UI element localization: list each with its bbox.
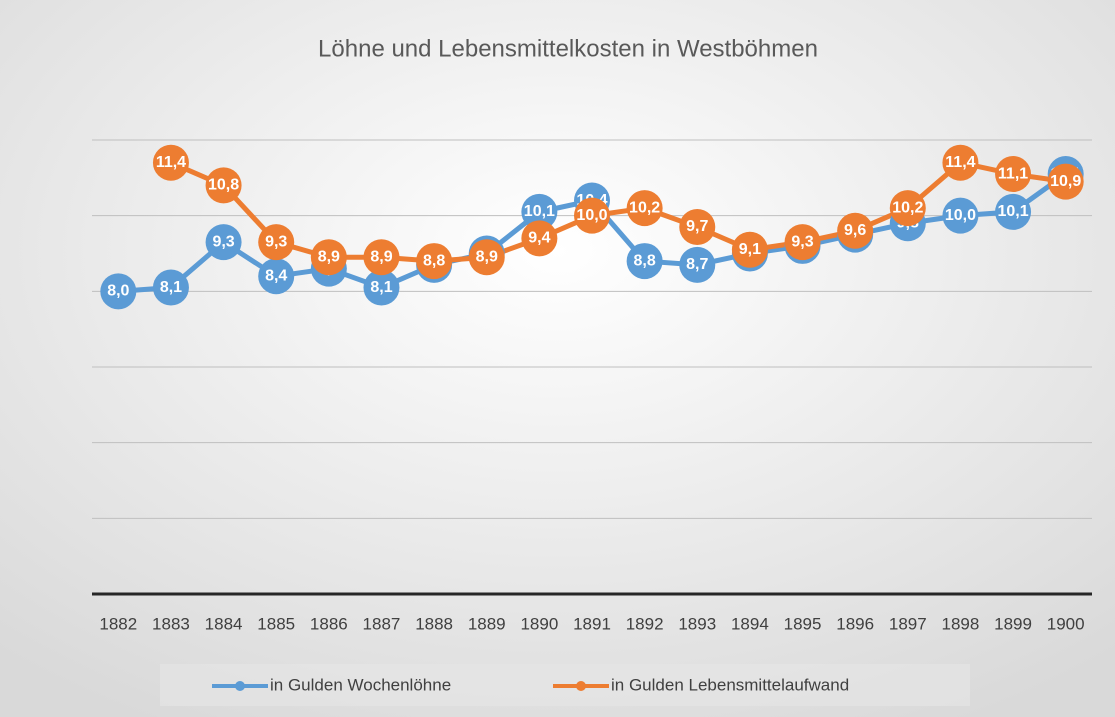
data-label: 8,1 (160, 279, 182, 296)
data-point (679, 246, 716, 283)
data-label: 10,0 (945, 207, 976, 224)
data-point (837, 212, 874, 249)
x-tick-label: 1885 (257, 614, 295, 633)
data-label: 10,1 (524, 203, 555, 220)
data-label: 8,9 (318, 249, 340, 266)
data-point (152, 269, 189, 306)
x-tick-label: 1895 (784, 614, 822, 633)
data-point (100, 273, 137, 310)
x-tick-label: 1896 (836, 614, 874, 633)
x-tick-label: 1893 (678, 614, 716, 633)
data-point (521, 220, 558, 257)
data-point (995, 156, 1032, 193)
legend-marker (235, 681, 245, 691)
data-point (205, 167, 242, 204)
data-label: 8,9 (476, 249, 498, 266)
data-point (626, 190, 663, 227)
x-tick-label: 1889 (468, 614, 506, 633)
data-point (521, 193, 558, 230)
x-tick-label: 1883 (152, 614, 190, 633)
x-tick-label: 1888 (415, 614, 453, 633)
data-point (258, 258, 295, 295)
data-point (363, 269, 400, 306)
data-point (731, 231, 768, 268)
data-point (416, 243, 453, 280)
chart-title: Löhne und Lebensmittelkosten in Westböhm… (318, 35, 818, 62)
x-tick-label: 1891 (573, 614, 611, 633)
legend-label: in Gulden Lebensmittelaufwand (611, 675, 849, 694)
data-label: 10,2 (892, 199, 923, 216)
data-label: 11,4 (156, 154, 186, 171)
data-point (942, 144, 979, 181)
data-label: 10,1 (997, 203, 1028, 220)
data-point (784, 224, 821, 261)
data-point (363, 239, 400, 276)
data-point (889, 190, 926, 227)
data-label: 9,4 (528, 230, 550, 247)
data-label: 11,4 (945, 154, 975, 171)
data-label: 9,6 (844, 222, 866, 239)
data-point (1047, 163, 1084, 200)
legend-marker (576, 681, 586, 691)
data-label: 9,3 (212, 233, 234, 250)
data-point (258, 224, 295, 261)
x-tick-label: 1890 (520, 614, 558, 633)
x-tick-label: 1894 (731, 614, 769, 633)
data-label: 8,1 (370, 279, 392, 296)
data-point (310, 239, 347, 276)
data-point (574, 197, 610, 234)
x-tick-label: 1892 (626, 614, 664, 633)
data-point (205, 224, 242, 261)
data-label: 8,8 (634, 252, 656, 269)
data-label: 9,1 (739, 241, 761, 258)
data-point (152, 144, 189, 181)
data-point (995, 193, 1032, 230)
x-tick-label: 1884 (205, 614, 243, 633)
data-point (626, 243, 663, 280)
x-tick-label: 1897 (889, 614, 927, 633)
data-label: 10,0 (576, 207, 607, 224)
data-label: 8,8 (423, 252, 445, 269)
x-tick-label: 1886 (310, 614, 348, 633)
data-label: 8,7 (686, 256, 708, 273)
data-label: 10,8 (208, 177, 239, 194)
data-label: 9,7 (686, 218, 708, 235)
data-point (468, 239, 505, 276)
x-tick-label: 1898 (942, 614, 980, 633)
x-tick-label: 1900 (1047, 614, 1085, 633)
data-label: 11,1 (998, 165, 1028, 182)
x-tick-label: 1882 (99, 614, 137, 633)
data-label: 8,9 (370, 249, 392, 266)
data-label: 9,3 (791, 233, 813, 250)
data-label: 9,3 (265, 233, 287, 250)
data-label: 8,4 (265, 267, 287, 284)
data-label: 8,0 (107, 283, 129, 300)
data-point (942, 197, 979, 234)
data-label: 10,9 (1050, 173, 1081, 190)
x-tick-label: 1899 (994, 614, 1032, 633)
legend-label: in Gulden Wochenlöhne (270, 675, 451, 694)
data-point (679, 209, 716, 246)
x-tick-label: 1887 (363, 614, 401, 633)
data-label: 10,2 (629, 199, 660, 216)
